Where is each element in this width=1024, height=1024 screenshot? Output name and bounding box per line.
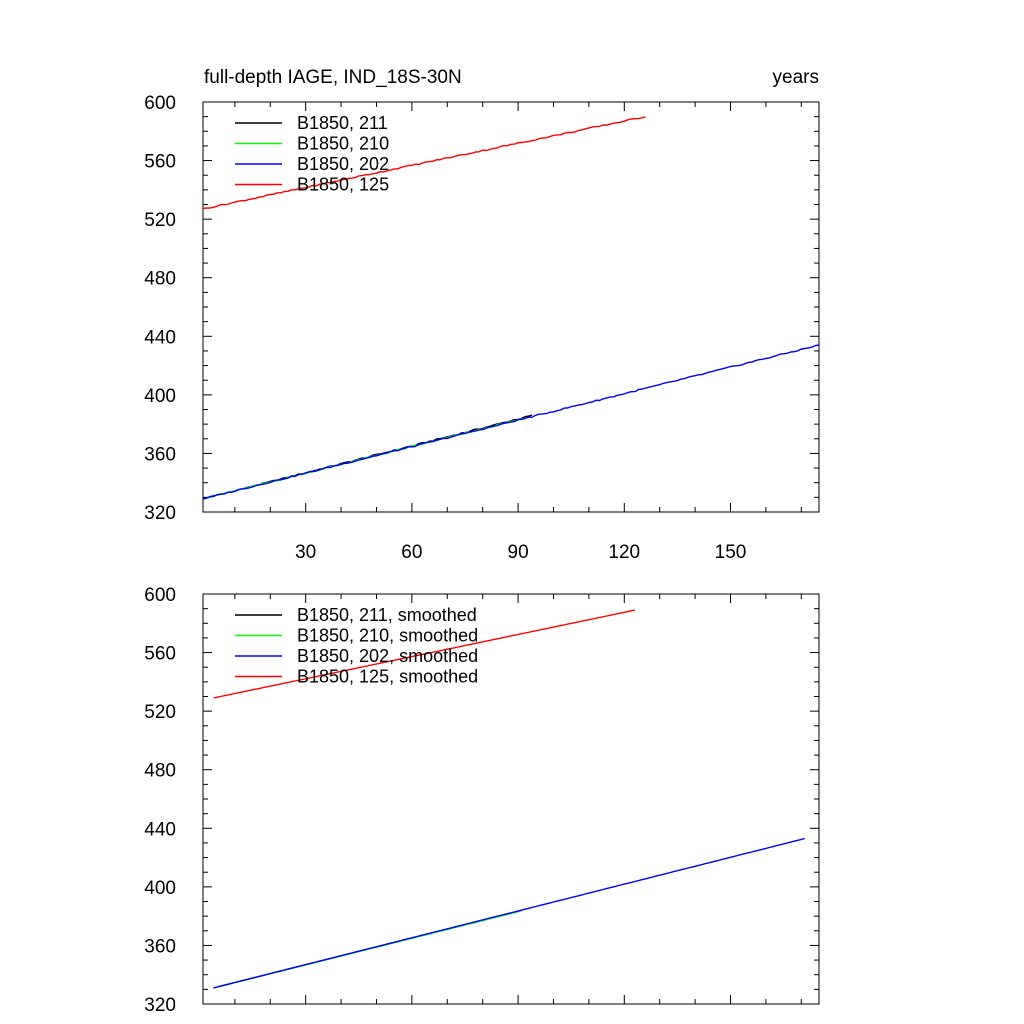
chart-title: full-depth IAGE, IND_18S-30N	[204, 67, 462, 88]
y-tick-label: 440	[144, 327, 176, 348]
x-tick-label: 120	[608, 542, 640, 563]
x-tick-label: 90	[508, 542, 529, 563]
y-tick-label: 560	[144, 152, 176, 173]
plot-frame	[202, 101, 820, 513]
y-tick-label: 560	[144, 644, 176, 665]
series-line-3	[213, 837, 805, 989]
legend-label: B1850, 202	[297, 154, 389, 174]
series-line-3	[202, 344, 820, 500]
plot-frame	[202, 593, 820, 1005]
y-tick-label: 440	[144, 819, 176, 840]
legend-label: B1850, 210, smoothed	[297, 626, 478, 646]
chart-panel-1: 320 360 400 440 480 520 560 600 30 60 90 120 150 full…	[144, 67, 820, 563]
y-tick-label: 320	[144, 995, 176, 1016]
units-label: years	[773, 67, 819, 88]
legend-label: B1850, 211, smoothed	[297, 605, 477, 625]
legend-label: B1850, 202, smoothed	[297, 646, 478, 666]
y-tick-label: 400	[144, 386, 176, 407]
legend-label: B1850, 210	[297, 134, 389, 154]
y-tick-label: 360	[144, 936, 176, 957]
legend-label: B1850, 125	[297, 175, 389, 195]
legend-label: B1850, 211	[297, 113, 388, 133]
x-tick-label: 30	[295, 542, 316, 563]
y-tick-label: 480	[144, 761, 176, 782]
y-tick-label: 520	[144, 210, 176, 231]
chart-panel-2: 320 360 400 440 480 520 560 600 B1850, 211, smoo…	[144, 585, 820, 1016]
y-tick-label: 600	[144, 93, 176, 114]
series-line-4	[213, 609, 636, 699]
y-tick-label: 400	[144, 878, 176, 899]
y-tick-label: 600	[144, 585, 176, 606]
x-tick-label: 60	[401, 542, 422, 563]
y-tick-label: 480	[144, 269, 176, 290]
y-tick-label: 320	[144, 503, 176, 524]
y-tick-label: 520	[144, 702, 176, 723]
legend-label: B1850, 125, smoothed	[297, 667, 478, 687]
y-tick-label: 360	[144, 444, 176, 465]
series-line-4	[202, 116, 646, 210]
x-tick-label: 150	[715, 542, 747, 563]
